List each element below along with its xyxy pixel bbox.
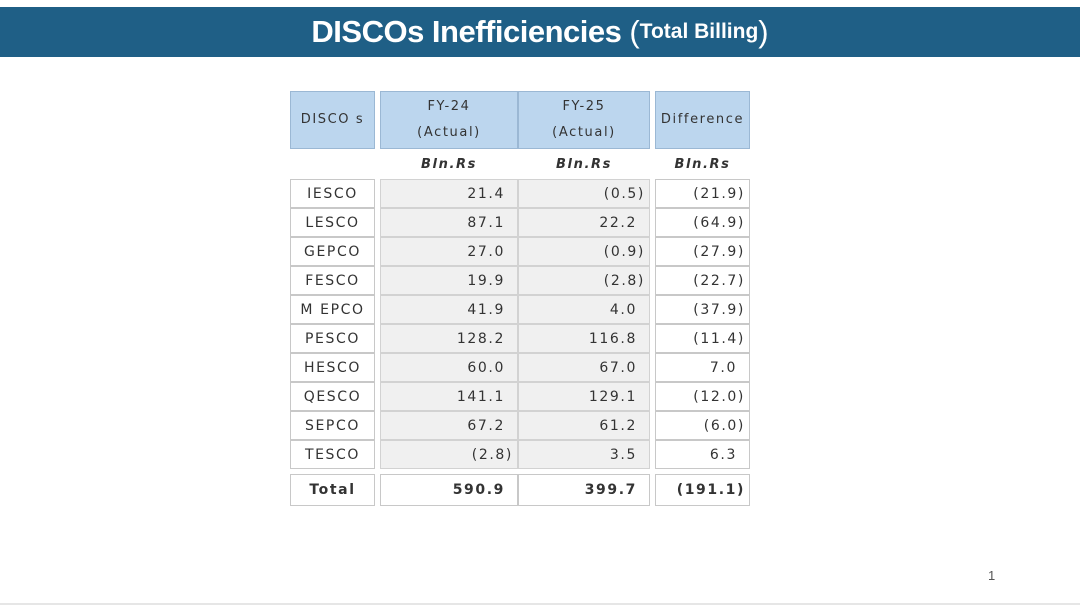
- total-fy25: 399.7: [518, 474, 650, 506]
- total-label: Total: [290, 474, 375, 506]
- table-row: GEPCO 27.0 (0.9) (27.9): [290, 237, 750, 266]
- slide-subtitle: Total Billing: [639, 20, 759, 43]
- total-difference: (191.1): [655, 474, 750, 506]
- value-fy24: 67.2: [380, 411, 518, 440]
- disco-name: QESCO: [290, 382, 375, 411]
- slide-title: DISCOs Inefficiencies: [311, 14, 622, 49]
- disco-name: TESCO: [290, 440, 375, 469]
- value-fy25: (0.5): [518, 179, 650, 208]
- value-fy24: 27.0: [380, 237, 518, 266]
- table-row: LESCO 87.1 22.2 (64.9): [290, 208, 750, 237]
- table-row: IESCO 21.4 (0.5) (21.9): [290, 179, 750, 208]
- header-fy25: FY-25 (Actual): [518, 91, 650, 149]
- disco-name: M EPCO: [290, 295, 375, 324]
- value-difference: (21.9): [655, 179, 750, 208]
- header-discos: DISCO s: [290, 91, 375, 149]
- title-paren-close: ): [758, 14, 769, 49]
- table-row: PESCO 128.2 116.8 (11.4): [290, 324, 750, 353]
- inefficiency-table: DISCO s FY-24 (Actual) FY-25 (Actual) Diff…: [290, 91, 750, 506]
- header-difference: Difference: [655, 91, 750, 149]
- value-fy25: 3.5: [518, 440, 650, 469]
- value-difference: (12.0): [655, 382, 750, 411]
- disco-name: PESCO: [290, 324, 375, 353]
- value-fy25: 116.8: [518, 324, 650, 353]
- table-row: FESCO 19.9 (2.8) (22.7): [290, 266, 750, 295]
- unit-fy25: Bln.Rs: [556, 156, 612, 172]
- value-fy25: 22.2: [518, 208, 650, 237]
- value-fy24: 141.1: [380, 382, 518, 411]
- disco-name: LESCO: [290, 208, 375, 237]
- value-fy24: 41.9: [380, 295, 518, 324]
- top-rule: [0, 0, 1080, 7]
- value-fy25: 4.0: [518, 295, 650, 324]
- value-difference: 6.3: [655, 440, 750, 469]
- value-difference: (11.4): [655, 324, 750, 353]
- value-fy25: 67.0: [518, 353, 650, 382]
- table-row: TESCO (2.8) 3.5 6.3: [290, 440, 750, 469]
- value-fy25: (2.8): [518, 266, 650, 295]
- bottom-rule: [0, 603, 1080, 605]
- unit-fy24: Bln.Rs: [421, 156, 477, 172]
- value-fy24: 19.9: [380, 266, 518, 295]
- table-row: SEPCO 67.2 61.2 (6.0): [290, 411, 750, 440]
- page-number: 1: [988, 568, 996, 583]
- value-fy25: (0.9): [518, 237, 650, 266]
- table-row: HESCO 60.0 67.0 7.0: [290, 353, 750, 382]
- disco-name: HESCO: [290, 353, 375, 382]
- value-difference: (27.9): [655, 237, 750, 266]
- units-row: Bln.Rs Bln.Rs Bln.Rs: [290, 149, 750, 179]
- value-fy24: 60.0: [380, 353, 518, 382]
- header-row: DISCO s FY-24 (Actual) FY-25 (Actual) Diff…: [290, 91, 750, 149]
- value-fy24: 87.1: [380, 208, 518, 237]
- disco-name: GEPCO: [290, 237, 375, 266]
- value-difference: (37.9): [655, 295, 750, 324]
- title-paren-open: (: [629, 14, 640, 49]
- header-fy24: FY-24 (Actual): [380, 91, 518, 149]
- total-fy24: 590.9: [380, 474, 518, 506]
- table-row: M EPCO 41.9 4.0 (37.9): [290, 295, 750, 324]
- table-row: QESCO 141.1 129.1 (12.0): [290, 382, 750, 411]
- value-fy24: 128.2: [380, 324, 518, 353]
- value-fy24: 21.4: [380, 179, 518, 208]
- disco-name: SEPCO: [290, 411, 375, 440]
- value-fy24: (2.8): [380, 440, 518, 469]
- disco-name: IESCO: [290, 179, 375, 208]
- title-bar: DISCOs Inefficiencies (Total Billing): [0, 7, 1080, 57]
- disco-name: FESCO: [290, 266, 375, 295]
- unit-difference: Bln.Rs: [674, 156, 731, 172]
- total-row: Total 590.9 399.7 (191.1): [290, 474, 750, 506]
- value-fy25: 61.2: [518, 411, 650, 440]
- value-difference: (6.0): [655, 411, 750, 440]
- value-difference: (22.7): [655, 266, 750, 295]
- value-difference: 7.0: [655, 353, 750, 382]
- value-difference: (64.9): [655, 208, 750, 237]
- value-fy25: 129.1: [518, 382, 650, 411]
